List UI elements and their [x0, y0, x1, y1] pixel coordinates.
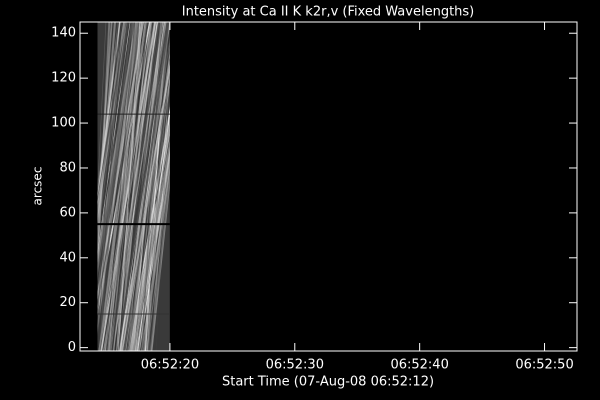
y-tick-label: 100: [51, 116, 76, 131]
image-texture: [117, 22, 169, 351]
image-texture: [123, 89, 170, 351]
image-texture: [132, 138, 170, 351]
y-axis-label: arcsec: [31, 167, 45, 206]
y-tick-label: 40: [59, 250, 76, 265]
x-tick-label: 06:52:30: [266, 358, 324, 373]
image-texture: [121, 60, 170, 351]
image-texture: [107, 22, 147, 351]
image-texture: [97, 22, 127, 241]
image-texture: [111, 22, 149, 351]
x-tick-label: 06:52:50: [515, 358, 573, 373]
image-texture: [97, 22, 112, 232]
image-texture: [140, 164, 170, 351]
x-tick-label: 06:52:20: [141, 358, 199, 373]
image-texture: [138, 115, 170, 351]
image-texture: [134, 43, 170, 351]
image-texture: [147, 22, 169, 351]
y-tick-label: 120: [51, 71, 76, 86]
y-tick-label: 20: [59, 295, 76, 310]
image-texture: [119, 22, 148, 351]
image-texture: [138, 157, 170, 351]
image-texture: [128, 90, 170, 351]
axes-frame: [79, 21, 578, 352]
chart-title: Intensity at Ca II K k2r,v (Fixed Wavele…: [182, 5, 475, 20]
image-texture: [97, 22, 111, 284]
image-texture: [105, 22, 136, 351]
image-texture: [97, 22, 129, 196]
image-texture: [97, 22, 126, 272]
image-texture: [155, 57, 170, 351]
image-texture: [97, 22, 139, 277]
image-texture: [97, 22, 127, 203]
image-texture: [110, 22, 163, 351]
y-tick-label: 80: [59, 160, 76, 175]
image: [97, 22, 170, 351]
image-texture: [98, 22, 129, 351]
image-texture: [117, 22, 168, 351]
image-texture: [132, 22, 163, 351]
image-texture: [136, 163, 170, 351]
x-axis-label: Start Time (07-Aug-08 06:52:12): [222, 375, 434, 390]
image-texture: [112, 22, 158, 351]
y-tick-label: 60: [59, 205, 76, 220]
image-texture: [127, 22, 162, 351]
x-tick-label: 06:52:40: [390, 358, 448, 373]
image-texture: [109, 22, 151, 351]
image-texture: [100, 22, 157, 351]
image-texture: [149, 169, 170, 351]
image-texture: [98, 22, 147, 351]
image-texture: [117, 22, 141, 351]
y-tick-label: 0: [68, 340, 76, 355]
y-tick-label: 140: [51, 26, 76, 41]
